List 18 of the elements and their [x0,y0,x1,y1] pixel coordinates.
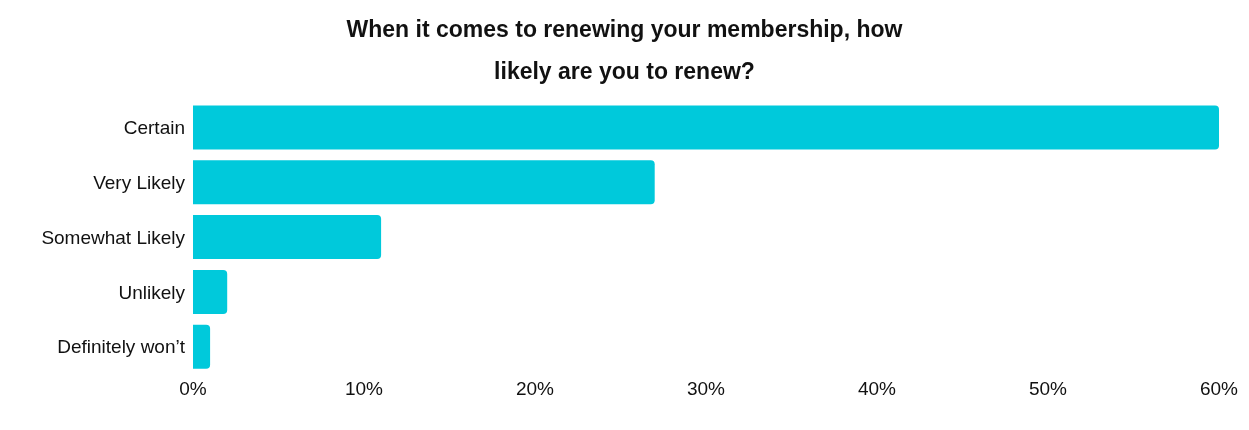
bar [193,269,228,314]
y-tick-label: Somewhat Likely [41,226,186,248]
y-tick-label: Unlikely [118,281,186,303]
x-tick-label: 50% [1028,378,1068,400]
x-tick-label: 30% [686,378,726,400]
x-tick-label: 10% [344,378,384,400]
bar [193,215,382,260]
chart-title: When it comes to renewing your membership, how likely are you to renew? [345,15,904,86]
bar [193,105,1219,150]
bar [193,160,655,205]
y-tick-label: Definitely won’t [57,336,186,358]
x-tick-label: 20% [515,378,555,400]
bar [193,324,211,369]
x-tick-label: 60% [1199,378,1239,400]
y-tick-label: Very Likely [93,171,186,193]
x-tick-label: 40% [857,378,897,400]
x-tick-label: 0% [179,378,207,400]
y-tick-label: Certain [123,117,185,139]
